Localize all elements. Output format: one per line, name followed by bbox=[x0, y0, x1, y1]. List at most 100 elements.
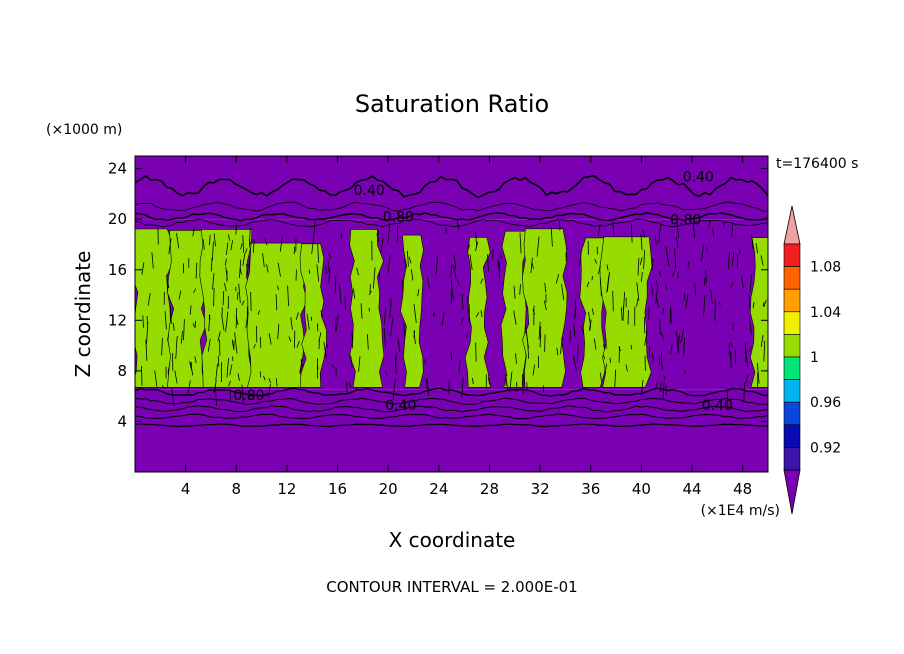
contour-fragment bbox=[509, 371, 513, 393]
chart-title: Saturation Ratio bbox=[355, 90, 549, 118]
contour-fragment bbox=[694, 282, 696, 296]
contour-fragment bbox=[748, 294, 751, 310]
contour-fragment bbox=[513, 310, 517, 325]
contour-fragment bbox=[543, 300, 547, 311]
contour-fragment bbox=[277, 323, 280, 340]
cloud-column bbox=[135, 228, 174, 388]
x-tick-label: 32 bbox=[531, 480, 550, 498]
contour-fragment bbox=[605, 363, 607, 370]
contour-label: 0.80 bbox=[670, 212, 701, 228]
contour-fragment bbox=[453, 254, 457, 270]
contour-fragment bbox=[248, 227, 251, 248]
contour-fragment bbox=[672, 270, 676, 277]
contour-fragment bbox=[655, 280, 658, 285]
contour-fragment bbox=[189, 305, 192, 315]
contour-fragment bbox=[209, 234, 211, 246]
colorbar-swatch bbox=[783, 334, 801, 358]
colorbar-tick-label: 0.92 bbox=[810, 440, 841, 456]
contour-fragment bbox=[748, 316, 752, 335]
contour-fragment bbox=[189, 361, 192, 369]
contour-fragment bbox=[703, 295, 706, 316]
contour-fragment bbox=[639, 257, 643, 265]
contour-fragment bbox=[658, 224, 662, 244]
contour-fragment bbox=[215, 387, 217, 407]
contour-fragment bbox=[526, 382, 528, 391]
contour-fragment bbox=[654, 234, 657, 245]
contour-fragment bbox=[687, 261, 690, 268]
y-tick-label: 4 bbox=[117, 412, 127, 430]
contour-fragment bbox=[387, 223, 391, 245]
contour-fragment bbox=[531, 262, 534, 269]
contour-fragment bbox=[760, 255, 764, 266]
contour-fragment bbox=[295, 269, 297, 281]
contour-fragment bbox=[602, 354, 606, 360]
contour-fragment bbox=[180, 331, 183, 344]
contour-fragment bbox=[290, 317, 293, 331]
contour-fragment bbox=[701, 244, 704, 263]
contour-fragment bbox=[225, 311, 229, 332]
contour-fragment bbox=[154, 370, 158, 387]
contour-fragment bbox=[264, 238, 268, 246]
contour-line-lower-0.20 bbox=[135, 423, 768, 428]
x-tick-label: 12 bbox=[277, 480, 296, 498]
y-tick-label: 20 bbox=[108, 210, 127, 228]
contour-fragment bbox=[544, 282, 547, 293]
contour-fragment bbox=[573, 355, 577, 371]
contour-fragment bbox=[728, 343, 731, 360]
x-tick-label: 36 bbox=[581, 480, 600, 498]
contour-fragment bbox=[461, 293, 464, 310]
contour-fragment bbox=[392, 378, 396, 400]
contour-fragment bbox=[623, 291, 625, 311]
plot-area: 0.40 0.40 0.80 0.80 0.80 0.40 0.40 bbox=[135, 156, 768, 472]
contour-fragment bbox=[331, 363, 335, 369]
contour-fragment bbox=[239, 259, 242, 278]
contour-fragment bbox=[468, 244, 470, 249]
contour-fragment bbox=[599, 278, 602, 297]
contour-fragment bbox=[328, 252, 332, 259]
contour-fragment bbox=[161, 385, 165, 390]
colorbar-max-triangle bbox=[783, 205, 801, 245]
y-tick-label: 24 bbox=[108, 160, 127, 178]
contour-fragment bbox=[475, 312, 480, 318]
contour-fragment bbox=[236, 291, 239, 300]
contour-fragment bbox=[242, 235, 244, 253]
contour-fragment bbox=[677, 271, 679, 279]
contour-fragment bbox=[224, 258, 227, 266]
contour-fragment bbox=[151, 252, 154, 269]
contour-fragment bbox=[210, 257, 213, 272]
x-tick-label: 4 bbox=[181, 480, 191, 498]
contour-fragment bbox=[550, 227, 553, 247]
contour-fragment bbox=[228, 380, 231, 387]
contour-fragment bbox=[480, 278, 484, 284]
contour-fragment bbox=[383, 327, 386, 349]
colorbar-swatch bbox=[783, 356, 801, 380]
contour-fragment bbox=[519, 284, 521, 295]
contour-fragment bbox=[683, 337, 685, 357]
contour-fragment bbox=[683, 292, 686, 301]
colorbar-swatch bbox=[783, 243, 801, 267]
contour-fragment bbox=[618, 346, 621, 351]
contour-line-lower-0.40 bbox=[135, 413, 768, 420]
contour-fragment bbox=[654, 381, 658, 391]
contour-fragment bbox=[299, 357, 303, 373]
contour-fragment bbox=[433, 312, 436, 318]
contour-fragment bbox=[231, 339, 235, 350]
contour-fragment bbox=[368, 290, 372, 296]
contour-fragment bbox=[680, 334, 683, 344]
contour-fragment bbox=[403, 323, 406, 338]
contour-fragment bbox=[346, 381, 348, 393]
contour-fragment bbox=[491, 248, 494, 260]
contour-fragment bbox=[745, 347, 749, 368]
colorbar-min-triangle bbox=[783, 469, 801, 515]
contour-fragment bbox=[215, 363, 218, 381]
contour-fragment bbox=[351, 331, 354, 349]
contour-fragment bbox=[214, 379, 217, 392]
contour-fragment bbox=[723, 222, 725, 228]
contour-fragment bbox=[661, 332, 665, 340]
contour-fragment bbox=[630, 223, 633, 243]
contour-fragment bbox=[373, 267, 376, 289]
contour-fragment bbox=[606, 274, 610, 293]
contour-fragment bbox=[262, 253, 265, 268]
contour-fragment bbox=[456, 219, 460, 230]
contour-fragment bbox=[166, 274, 170, 289]
